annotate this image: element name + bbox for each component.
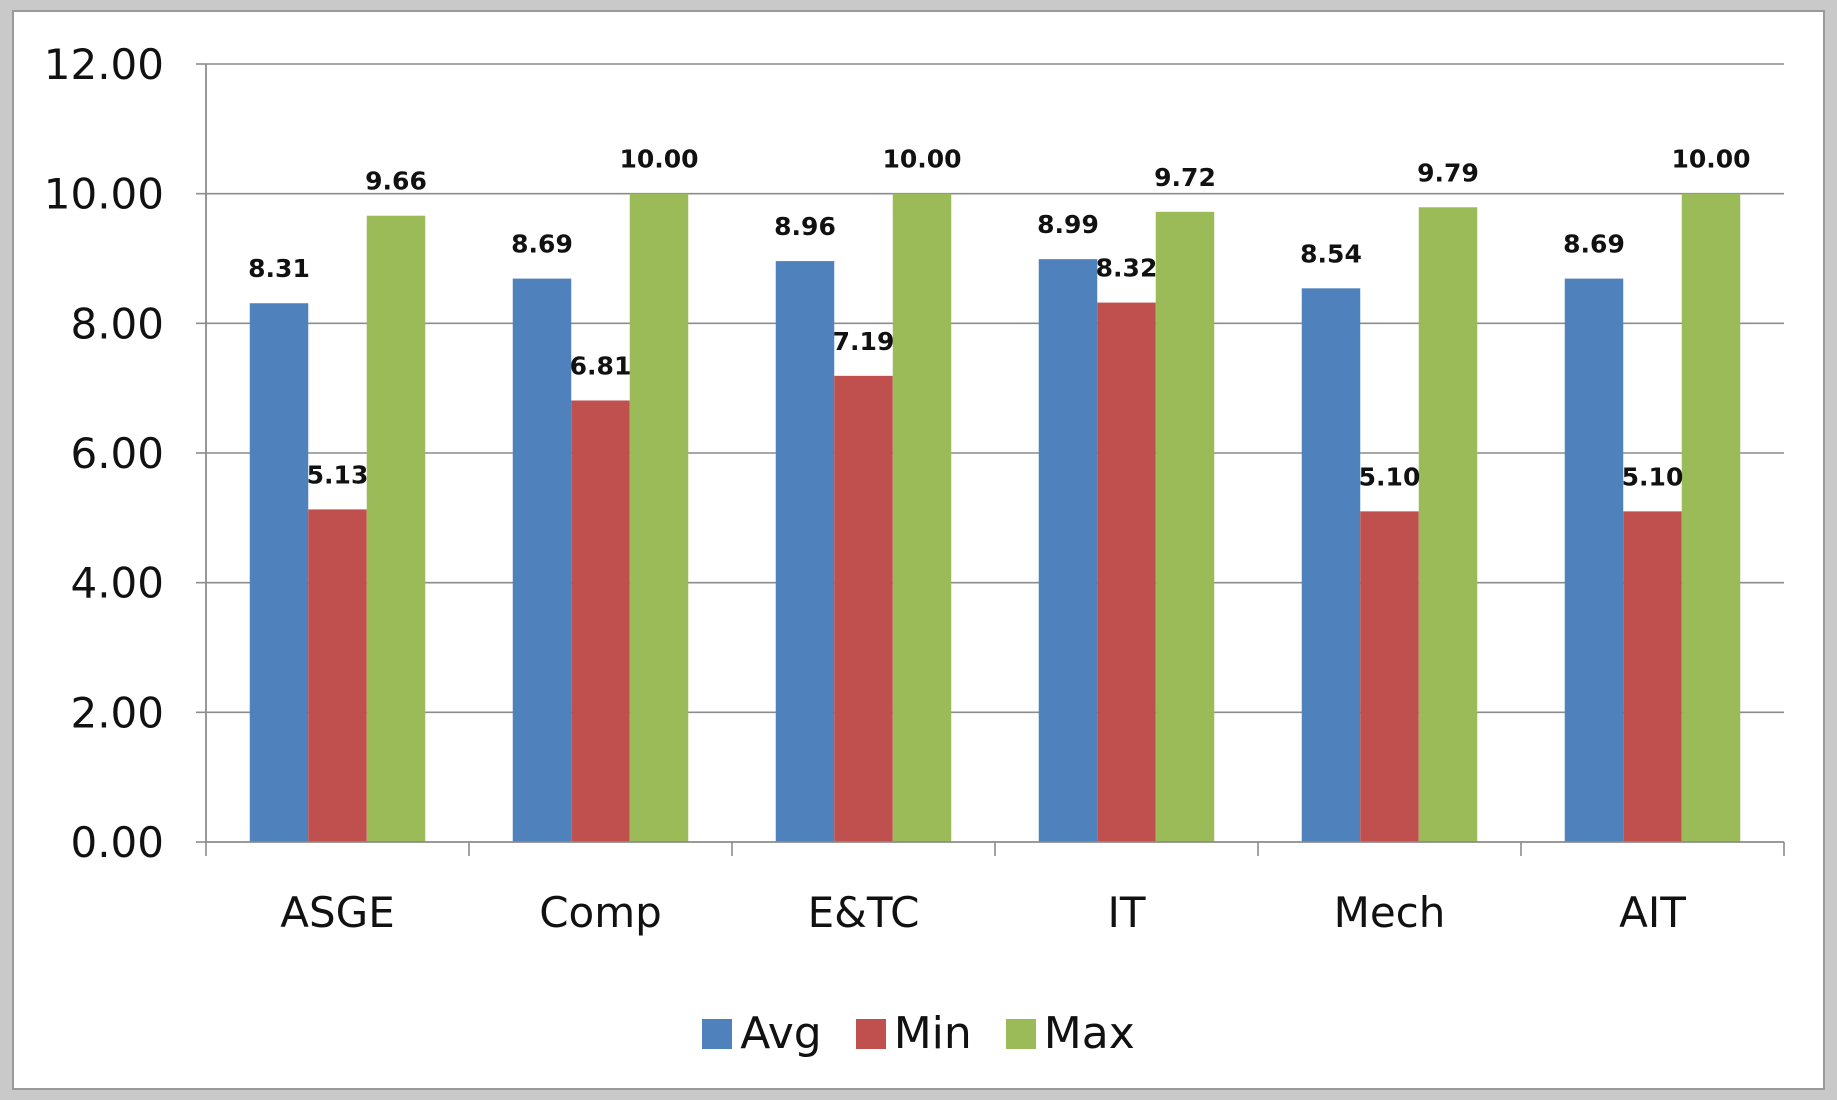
y-tick-label: 12.00 [44,40,164,89]
data-label-max: 9.72 [1154,163,1216,192]
bar-avg [1301,288,1361,842]
bar-max [1155,211,1215,842]
bar-min [834,375,893,842]
data-label-min: 6.81 [570,351,632,380]
data-label-max: 10.00 [882,145,961,174]
bars [249,193,1741,842]
data-label-min: 5.10 [1622,462,1684,491]
axes: 0.00 2.00 4.00 6.00 8.00 10.00 12.00 ASGE Comp E&… [44,40,1785,937]
bar-chart: 8.31 5.13 9.66 8.69 6.81 10.00 8.96 7.19 10.00 8.… [44,40,1785,937]
legend-label-avg: Avg [740,1008,822,1059]
legend-item-avg: Avg [702,1012,822,1056]
data-label-min: 5.10 [1359,462,1421,491]
data-label-avg: 8.96 [774,212,836,241]
data-label-avg: 8.69 [511,230,573,259]
y-tick-label: 4.00 [70,559,164,608]
bar-avg [249,303,309,842]
legend-swatch-max [1005,1019,1036,1049]
x-category-label: E&TC [808,888,920,937]
chart-frame: 8.31 5.13 9.66 8.69 6.81 10.00 8.96 7.19 10.00 8.… [12,10,1825,1090]
data-label-max: 9.66 [365,167,427,196]
x-category-label: Mech [1334,888,1446,937]
bar-avg [1038,259,1098,842]
legend-item-min: Min [855,1008,972,1059]
x-category-label: ASGE [280,888,394,937]
x-category-label: AIT [1619,888,1686,937]
legend-item-max: Max [1005,1008,1135,1059]
data-label-avg: 8.69 [1563,230,1625,259]
bar-max [1418,207,1478,842]
data-label-avg: 8.31 [248,254,310,283]
data-label-max: 10.00 [1671,145,1750,174]
data-label-avg: 8.99 [1037,210,1099,239]
data-label-max: 10.00 [619,145,698,174]
bar-max [1681,193,1741,842]
bar-max [366,215,426,842]
bar-min [1360,511,1419,842]
y-tick-label: 0.00 [70,818,164,867]
y-tick-label: 2.00 [70,688,164,737]
data-label-avg: 8.54 [1300,239,1362,268]
legend-label-min: Min [893,1008,972,1059]
legend-label-max: Max [1043,1008,1135,1059]
x-category-label: Comp [539,888,662,937]
bar-max [892,193,952,842]
y-tick-label: 6.00 [70,429,164,478]
data-label-min: 5.13 [307,460,369,489]
bar-avg [1564,278,1624,842]
bar-max [629,193,689,842]
data-label-min: 8.32 [1096,254,1158,283]
data-label-min: 7.19 [833,327,895,356]
data-labels: 8.31 5.13 9.66 8.69 6.81 10.00 8.96 7.19 10.00 8.… [248,145,1750,492]
bar-avg [775,261,835,842]
bar-min [1097,302,1156,842]
legend-swatch-min [855,1019,886,1049]
y-tick-label: 10.00 [44,170,164,219]
legend: Avg Min Max [14,1012,1823,1056]
legend-swatch-avg [702,1019,733,1049]
x-category-label: IT [1107,888,1145,937]
bar-min [308,509,367,842]
y-tick-label: 8.00 [70,299,164,348]
bar-min [1623,511,1682,842]
data-label-max: 9.79 [1417,158,1479,187]
bar-min [571,400,630,842]
gridlines [206,63,1784,714]
bar-avg [512,278,572,842]
